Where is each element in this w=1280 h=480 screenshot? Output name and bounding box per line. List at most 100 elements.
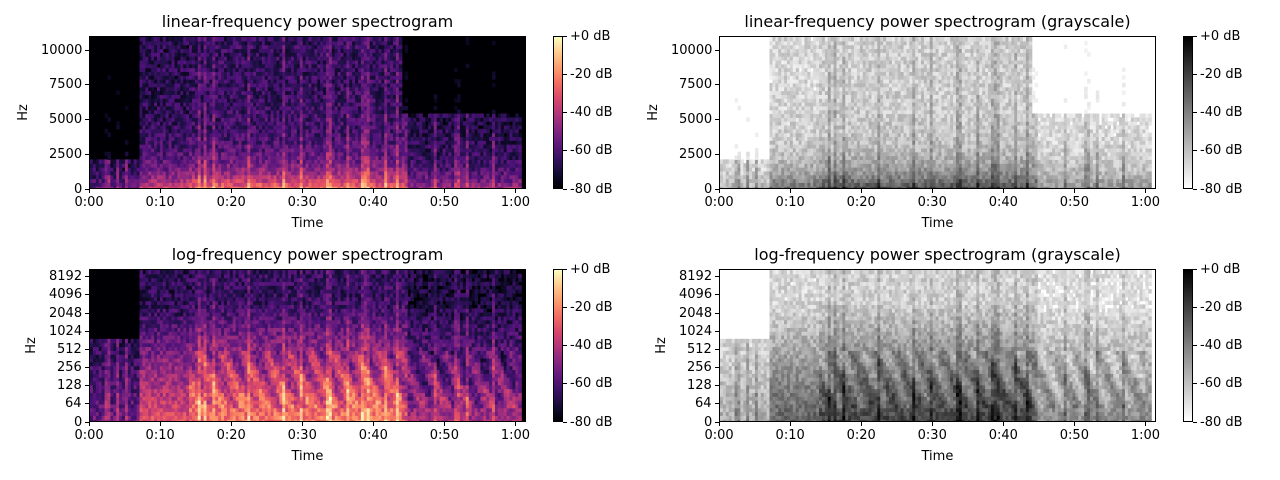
heatmap-cell — [133, 167, 138, 172]
heatmap-cell — [235, 136, 240, 141]
heatmap-cell — [221, 67, 225, 73]
heatmap-cell — [349, 44, 353, 50]
heatmap-cell — [425, 117, 429, 122]
heatmap-cell — [212, 124, 216, 130]
heatmap-cell — [270, 147, 275, 153]
heatmap-cell — [273, 117, 278, 122]
heatmap-cell — [381, 52, 385, 57]
heatmap-cell — [346, 159, 350, 164]
heatmap-cell — [282, 90, 286, 95]
heatmap-cell — [200, 140, 205, 145]
heatmap-cell — [471, 113, 476, 118]
heatmap-cell — [407, 117, 412, 122]
heatmap-cell — [241, 155, 245, 160]
heatmap-cell — [381, 170, 385, 176]
heatmap-cell — [221, 174, 225, 180]
heatmap-cell — [270, 144, 275, 149]
heatmap-cell — [436, 117, 441, 122]
heatmap-cell — [763, 167, 768, 172]
heatmap-cell — [119, 167, 123, 172]
heatmap-cell — [471, 170, 476, 176]
heatmap-cell — [390, 94, 394, 99]
heatmap-cell — [305, 44, 310, 50]
heatmap-cell — [509, 124, 514, 130]
heatmap-cell — [279, 102, 283, 107]
heatmap-cell — [127, 178, 132, 183]
heatmap-cell — [457, 182, 461, 187]
heatmap-cell — [410, 174, 414, 180]
heatmap-cell — [206, 71, 211, 76]
heatmap-cell — [462, 186, 467, 188]
heatmap-cell — [500, 147, 505, 153]
heatmap-cell — [145, 140, 149, 145]
heatmap-cell — [781, 117, 785, 122]
heatmap-cell — [725, 182, 730, 187]
heatmap-cell — [209, 147, 213, 153]
heatmap-cell — [186, 67, 190, 73]
heatmap-cell — [734, 182, 739, 187]
heatmap-cell — [436, 178, 441, 183]
heatmap-cell — [346, 94, 350, 99]
heatmap-cell — [197, 48, 202, 53]
heatmap-cell — [224, 105, 228, 111]
heatmap-cell — [503, 186, 508, 188]
heatmap-cell — [325, 67, 330, 73]
heatmap-cell — [503, 170, 508, 176]
heatmap-cell — [264, 144, 269, 149]
heatmap-cell — [273, 75, 278, 80]
heatmap-cell — [282, 121, 286, 126]
heatmap-cell — [273, 63, 278, 69]
heatmap-cell — [299, 163, 304, 168]
heatmap-cell — [209, 136, 213, 141]
heatmap-cell — [212, 82, 216, 88]
heatmap-cell — [279, 52, 283, 57]
heatmap-cell — [427, 113, 432, 118]
heatmap-cell — [769, 82, 774, 88]
heatmap-cell — [221, 121, 225, 126]
heatmap-cell — [209, 56, 213, 61]
heatmap-cell — [139, 82, 144, 88]
heatmap-cell — [372, 144, 377, 149]
heatmap-cell — [384, 90, 388, 95]
heatmap-cell — [375, 86, 380, 92]
heatmap-cell — [107, 132, 111, 138]
heatmap-cell — [282, 40, 286, 46]
heatmap-cell — [331, 159, 336, 164]
heatmap-cell — [486, 140, 490, 145]
heatmap-cell — [325, 117, 330, 122]
heatmap-cell — [171, 105, 176, 111]
heatmap-cell — [291, 124, 295, 130]
heatmap-cell — [203, 113, 208, 118]
heatmap-cell — [784, 182, 788, 187]
heatmap-cell — [180, 174, 184, 180]
heatmap-cell — [772, 121, 776, 126]
heatmap-cell — [390, 182, 394, 187]
heatmap-cell — [157, 128, 161, 134]
heatmap-cell — [302, 79, 307, 84]
heatmap-cell — [477, 186, 481, 188]
heatmap-cell — [784, 147, 788, 153]
heatmap-cell — [229, 75, 234, 80]
heatmap-cell — [154, 86, 158, 92]
heatmap-cell — [229, 167, 234, 172]
heatmap-cell — [302, 167, 307, 172]
heatmap-cell — [378, 117, 382, 122]
heatmap-cell — [279, 159, 283, 164]
heatmap-cell — [480, 174, 484, 180]
heatmap-cell — [372, 79, 377, 84]
heatmap-cell — [331, 167, 336, 172]
heatmap-cell — [422, 151, 426, 157]
heatmap-cell — [465, 124, 470, 130]
heatmap-cell — [372, 40, 377, 46]
heatmap-cell — [366, 37, 371, 42]
heatmap-cell — [305, 132, 310, 138]
heatmap-cell — [189, 174, 193, 180]
heatmap-cell — [226, 90, 231, 95]
heatmap-cell — [769, 56, 774, 61]
heatmap-cell — [778, 124, 782, 130]
heatmap-cell — [183, 182, 187, 187]
heatmap-cell — [165, 37, 170, 42]
heatmap-cell — [477, 140, 481, 145]
heatmap-cell — [186, 79, 190, 84]
heatmap-cell — [157, 182, 161, 187]
